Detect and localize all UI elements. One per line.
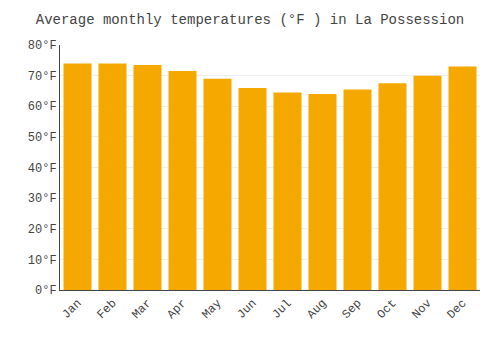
svg-text:20°F: 20°F — [28, 223, 57, 237]
svg-text:Aug: Aug — [304, 297, 329, 322]
svg-text:Mar: Mar — [129, 297, 154, 322]
svg-text:Sep: Sep — [339, 297, 364, 322]
svg-text:Feb: Feb — [94, 297, 119, 322]
svg-text:Average monthly temperatures (: Average monthly temperatures (°F ) in La… — [36, 12, 464, 28]
svg-text:Jul: Jul — [269, 297, 294, 322]
svg-text:Jan: Jan — [59, 297, 84, 322]
svg-text:Dec: Dec — [444, 297, 469, 322]
svg-text:50°F: 50°F — [28, 131, 57, 145]
svg-text:80°F: 80°F — [28, 39, 57, 53]
svg-text:Apr: Apr — [164, 297, 189, 322]
svg-text:60°F: 60°F — [28, 100, 57, 114]
svg-text:0°F: 0°F — [35, 284, 57, 298]
svg-text:10°F: 10°F — [28, 254, 57, 268]
svg-text:Oct: Oct — [374, 297, 399, 322]
svg-text:30°F: 30°F — [28, 192, 57, 206]
svg-text:Jun: Jun — [234, 297, 259, 322]
svg-text:70°F: 70°F — [28, 70, 57, 84]
svg-text:40°F: 40°F — [28, 162, 57, 176]
svg-text:Nov: Nov — [409, 297, 434, 322]
svg-text:May: May — [199, 297, 224, 322]
